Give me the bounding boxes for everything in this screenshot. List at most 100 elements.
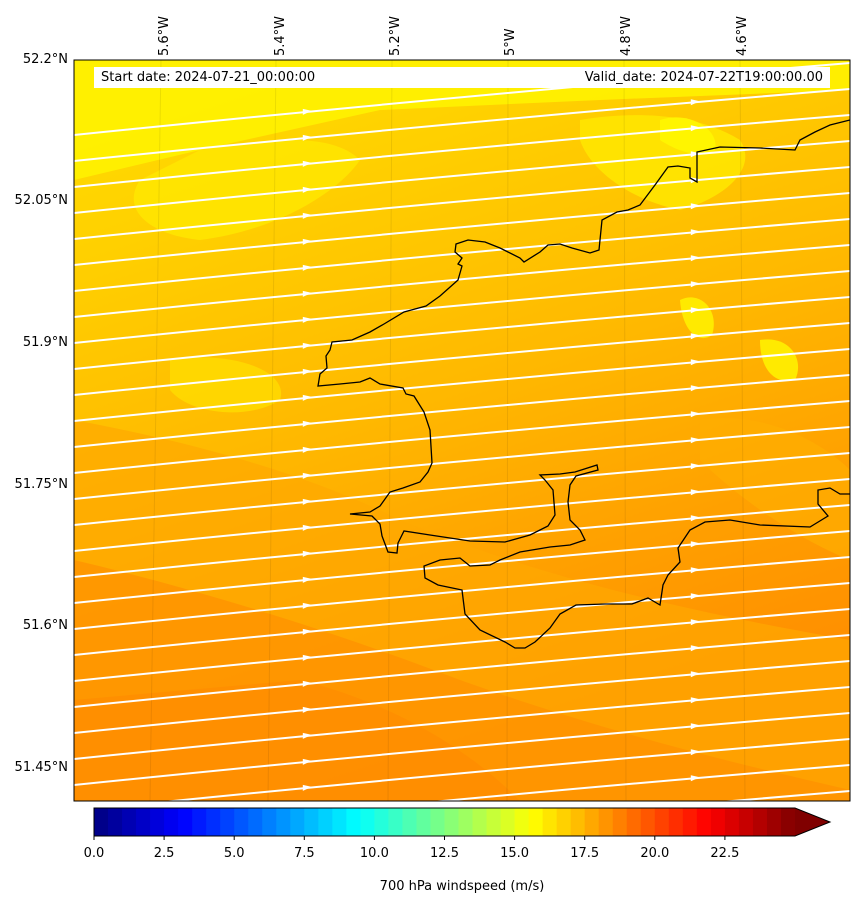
streamline-arrow: [690, 125, 700, 132]
colorbar-cell: [486, 808, 502, 836]
streamline-arrow: [302, 602, 312, 609]
colorbar-cell: [374, 808, 390, 836]
streamline-arrow: [690, 567, 700, 574]
colorbar-cell: [276, 808, 291, 836]
colorbar-cells: [94, 808, 796, 836]
colorbar: [93, 807, 832, 840]
colorbar-cell: [472, 808, 488, 836]
streamline-arrow: [690, 593, 700, 600]
colorbar-cell: [220, 808, 235, 836]
streamline-arrow: [690, 359, 700, 366]
streamline-arrow: [690, 541, 700, 548]
lon-label-5.6w: 5.6°W: [157, 15, 172, 56]
streamline-arrow: [302, 654, 312, 661]
lat-label-51.45: 51.45°N: [14, 760, 68, 775]
colorbar-label: 700 hPa windspeed (m/s): [379, 879, 545, 894]
colorbar-cell: [514, 808, 530, 836]
title-box: Start date: 2024-07-21_00:00:00 Valid_da…: [94, 67, 830, 88]
colorbar-cell: [584, 808, 600, 836]
streamline-arrow: [302, 628, 312, 635]
streamline-arrow: [690, 489, 700, 496]
streamline: [720, 790, 850, 801]
streamline-arrow: [690, 697, 700, 704]
colorbar-cell: [766, 808, 782, 836]
colorbar-tick-label: 7.5: [293, 846, 315, 861]
colorbar-cell: [248, 808, 263, 836]
streamline: [74, 270, 850, 344]
colorbar-cell: [696, 808, 712, 836]
colorbar-cell: [444, 808, 460, 836]
streamline-arrow: [302, 368, 312, 375]
colorbar-cell: [332, 808, 347, 836]
lat-label-51.75: 51.75°N: [14, 477, 68, 492]
streamline-arrow: [690, 749, 700, 756]
colorbar-cell: [402, 808, 418, 836]
streamline-arrow: [690, 281, 700, 288]
colorbar-cell: [94, 808, 109, 836]
colorbar-cell: [430, 808, 446, 836]
colorbar-tick-label: 5.0: [223, 846, 245, 861]
colorbar-tick-label: 17.5: [570, 846, 600, 861]
streamline: [74, 608, 850, 682]
streamline-arrow: [302, 784, 312, 791]
streamline-arrow: [302, 576, 312, 583]
colorbar-outline: [93, 807, 832, 837]
streamline: [74, 660, 850, 734]
streamline-arrow: [303, 863, 312, 869]
colorbar-cell: [458, 808, 474, 836]
colorbar-cell: [710, 808, 726, 836]
colorbar-tick-label: 10.0: [359, 846, 389, 861]
colorbar-cell: [164, 808, 179, 836]
streamline: [74, 88, 850, 162]
streamline-arrow: [302, 160, 312, 167]
colorbar-cell: [500, 808, 516, 836]
colorbar-cell: [178, 808, 193, 836]
colorbar-cell: [136, 808, 151, 836]
streamline: [74, 530, 850, 604]
colorbar-cell: [640, 808, 656, 836]
streamline-arrow: [302, 524, 312, 531]
colorbar-cell: [654, 808, 670, 836]
colorbar-cell: [556, 808, 572, 836]
streamline: [74, 296, 850, 370]
lon-label-5w: 5°W: [503, 28, 518, 56]
colorbar-tick-label: 2.5: [153, 846, 175, 861]
streamline: [74, 140, 850, 214]
streamline-arrow: [302, 550, 312, 557]
streamline-arrow: [302, 680, 312, 687]
streamline: [431, 764, 850, 801]
map-frame: [73, 59, 851, 802]
colorbar-tick-label: 12.5: [430, 846, 459, 861]
streamline-arrow: [302, 186, 312, 193]
coastline: [317, 119, 850, 649]
colorbar-cell: [668, 808, 684, 836]
lat-label-51.9: 51.9°N: [22, 335, 68, 350]
streamline-arrow: [302, 758, 312, 765]
colorbar-cell: [122, 808, 137, 836]
streamline-arrow: [690, 437, 700, 444]
colorbar-cell: [318, 808, 333, 836]
streamline: [74, 374, 850, 448]
streamline-arrow: [691, 801, 700, 807]
streamline: [74, 426, 850, 500]
colorbar-cell: [724, 808, 740, 836]
streamline-arrow: [302, 472, 312, 479]
streamline-arrow: [690, 775, 700, 782]
colorbar-ticks: [93, 836, 726, 840]
streamline-arrow: [302, 342, 312, 349]
lat-label-52.05: 52.05°N: [14, 193, 68, 208]
colorbar-cell: [682, 808, 698, 836]
streamline-arrow: [690, 307, 700, 314]
coastline-north-wales: [317, 119, 850, 649]
colorbar-cell: [150, 808, 165, 836]
valid-date-label: Valid_date: 2024-07-22T19:00:00.00: [584, 70, 823, 85]
streamline: [74, 218, 850, 292]
streamline-arrow: [302, 498, 312, 505]
colorbar-cell: [290, 808, 305, 836]
colorbar-tick-label: 20.0: [640, 846, 670, 861]
colorbar-cell: [570, 808, 586, 836]
colorbar-tick-label: 15.0: [500, 846, 530, 861]
colorbar-tick-label: 22.5: [710, 846, 740, 861]
streamline-arrow: [690, 723, 700, 730]
streamline: [74, 452, 850, 526]
